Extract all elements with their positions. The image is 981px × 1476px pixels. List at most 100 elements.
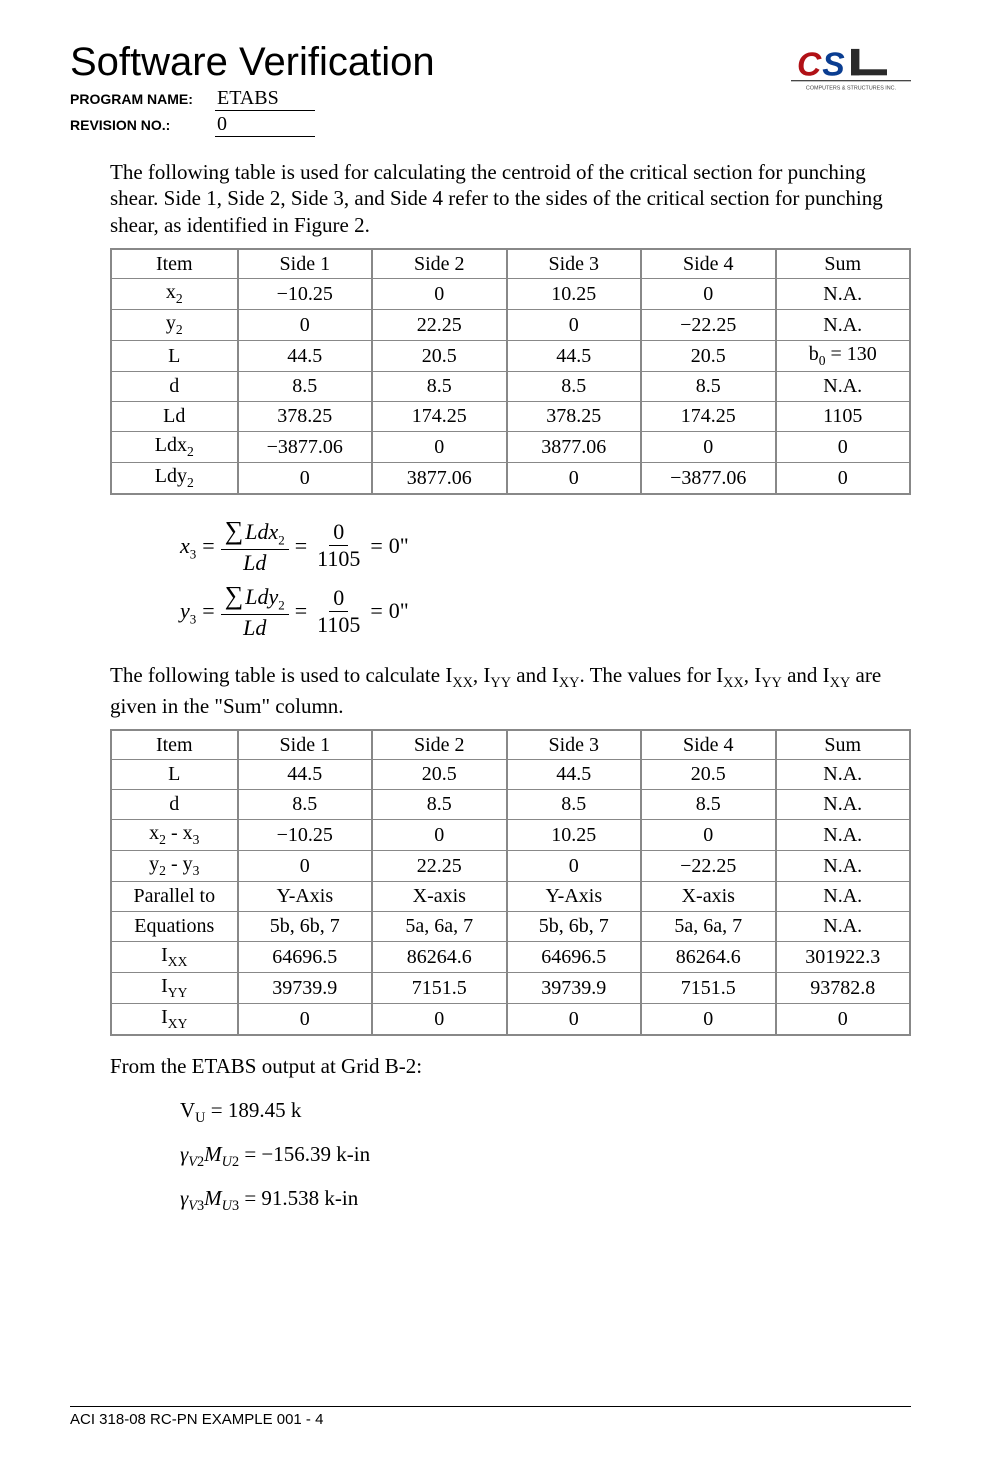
- table-cell: 0: [776, 432, 911, 463]
- table-cell: 44.5: [238, 341, 372, 372]
- row-label: IYY: [111, 973, 238, 1004]
- table-cell: Y-Axis: [507, 882, 641, 912]
- table-cell: 301922.3: [776, 942, 911, 973]
- table-cell: −10.25: [238, 820, 372, 851]
- table-cell: b0 = 130: [776, 341, 911, 372]
- table-header: Item: [111, 249, 238, 279]
- equation-y3: y3= ∑Ldy2Ld = 01105 = 0": [180, 582, 911, 639]
- table-row: Parallel toY-AxisX-axisY-AxisX-axisN.A.: [111, 882, 910, 912]
- program-label: PROGRAM NAME:: [70, 91, 215, 107]
- table-cell: 0: [372, 279, 506, 310]
- table-cell: 0: [372, 432, 506, 463]
- revision-value: 0: [215, 113, 315, 137]
- row-label: Ldy2: [111, 463, 238, 495]
- table-cell: 0: [238, 851, 372, 882]
- row-label: L: [111, 760, 238, 790]
- revision-row: REVISION NO.: 0: [70, 113, 791, 137]
- table-cell: 5a, 6a, 7: [372, 912, 506, 942]
- table-cell: 8.5: [238, 790, 372, 820]
- table-row: IXY00000: [111, 1004, 910, 1036]
- table-row: Equations5b, 6b, 75a, 6a, 75b, 6b, 75a, …: [111, 912, 910, 942]
- table-cell: 22.25: [372, 310, 506, 341]
- table-cell: 93782.8: [776, 973, 911, 1004]
- logo-tagline: COMPUTERS & STRUCTURES INC.: [806, 86, 896, 92]
- table-cell: 0: [641, 279, 775, 310]
- svg-text:C: C: [797, 46, 822, 83]
- table-header: Item: [111, 730, 238, 760]
- table-cell: 8.5: [372, 372, 506, 402]
- table-row: x2−10.25010.250N.A.: [111, 279, 910, 310]
- table-cell: 5b, 6b, 7: [238, 912, 372, 942]
- header-left: Software Verification PROGRAM NAME: ETAB…: [70, 40, 791, 137]
- table-header: Side 1: [238, 730, 372, 760]
- table-cell: 0: [776, 1004, 911, 1036]
- table-cell: N.A.: [776, 760, 911, 790]
- table-cell: 22.25: [372, 851, 506, 882]
- table-cell: 0: [641, 432, 775, 463]
- row-label: Ldx2: [111, 432, 238, 463]
- table-row: d8.58.58.58.5N.A.: [111, 790, 910, 820]
- table-cell: 39739.9: [238, 973, 372, 1004]
- table-cell: 86264.6: [641, 942, 775, 973]
- table-row: Ldy203877.060−3877.060: [111, 463, 910, 495]
- table-cell: 0: [641, 820, 775, 851]
- table-cell: 378.25: [507, 402, 641, 432]
- svg-text:S: S: [822, 46, 845, 83]
- doc-title: Software Verification: [70, 40, 791, 85]
- output-line: γV2MU2 = −156.39 k-in: [180, 1133, 911, 1177]
- row-label: IXY: [111, 1004, 238, 1036]
- table-cell: 3877.06: [372, 463, 506, 495]
- row-label: x2 - x3: [111, 820, 238, 851]
- table-cell: 0: [641, 1004, 775, 1036]
- page-header: Software Verification PROGRAM NAME: ETAB…: [70, 40, 911, 137]
- table-cell: 5b, 6b, 7: [507, 912, 641, 942]
- row-label: Ld: [111, 402, 238, 432]
- table-cell: Y-Axis: [238, 882, 372, 912]
- table-cell: 10.25: [507, 820, 641, 851]
- equation-x3: x3= ∑Ldx2Ld = 01105 = 0": [180, 517, 911, 574]
- table-cell: 0: [507, 310, 641, 341]
- table-cell: 8.5: [641, 790, 775, 820]
- table-cell: 5a, 6a, 7: [641, 912, 775, 942]
- company-logo: C S COMPUTERS & STRUCTURES INC.: [791, 46, 911, 106]
- table-cell: N.A.: [776, 790, 911, 820]
- table-cell: −22.25: [641, 310, 775, 341]
- table-cell: 0: [238, 310, 372, 341]
- table-cell: 0: [238, 1004, 372, 1036]
- table-cell: N.A.: [776, 310, 911, 341]
- table-row: x2 - x3−10.25010.250N.A.: [111, 820, 910, 851]
- table-cell: N.A.: [776, 372, 911, 402]
- table-row: Ld378.25174.25378.25174.251105: [111, 402, 910, 432]
- table-cell: 174.25: [641, 402, 775, 432]
- table-cell: 0: [776, 463, 911, 495]
- table-header: Side 1: [238, 249, 372, 279]
- table-row: L44.520.544.520.5b0 = 130: [111, 341, 910, 372]
- table-cell: 20.5: [641, 341, 775, 372]
- table-header: Side 2: [372, 249, 506, 279]
- table-header: Sum: [776, 730, 911, 760]
- row-label: y2: [111, 310, 238, 341]
- table-cell: 20.5: [641, 760, 775, 790]
- row-label: d: [111, 372, 238, 402]
- row-label: Equations: [111, 912, 238, 942]
- table-cell: 0: [372, 820, 506, 851]
- table-cell: 0: [507, 463, 641, 495]
- table-cell: 7151.5: [372, 973, 506, 1004]
- table-cell: 86264.6: [372, 942, 506, 973]
- table-cell: N.A.: [776, 882, 911, 912]
- page-footer: ACI 318-08 RC-PN EXAMPLE 001 - 4: [70, 1406, 911, 1428]
- table-cell: 20.5: [372, 760, 506, 790]
- table-row: IYY39739.97151.539739.97151.593782.8: [111, 973, 910, 1004]
- row-label: L: [111, 341, 238, 372]
- program-row: PROGRAM NAME: ETABS: [70, 87, 791, 111]
- table-cell: 64696.5: [507, 942, 641, 973]
- table-cell: 8.5: [238, 372, 372, 402]
- table-row: L44.520.544.520.5N.A.: [111, 760, 910, 790]
- table-cell: 64696.5: [238, 942, 372, 973]
- output-line: VU = 189.45 k: [180, 1089, 911, 1133]
- table-row: IXX64696.586264.664696.586264.6301922.3: [111, 942, 910, 973]
- table-header: Side 3: [507, 249, 641, 279]
- content-body: The following table is used for calculat…: [110, 159, 911, 1221]
- table-cell: 8.5: [507, 372, 641, 402]
- table-cell: 10.25: [507, 279, 641, 310]
